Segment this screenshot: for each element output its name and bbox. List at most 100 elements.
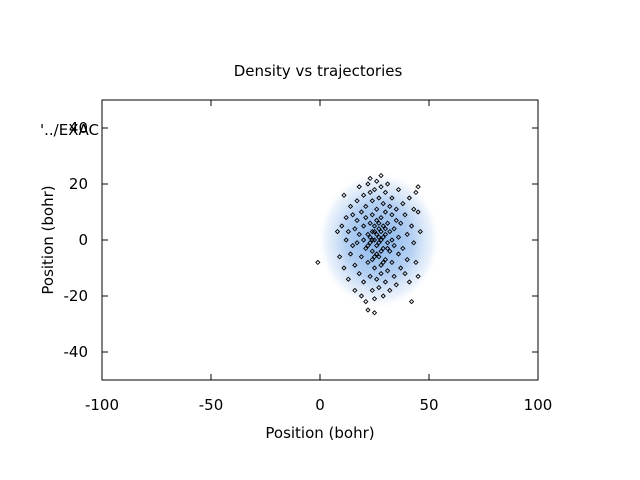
y-tick-label: 0: [78, 231, 88, 249]
data-point: [411, 240, 417, 246]
data-point: [378, 270, 384, 277]
data-point: [374, 251, 380, 257]
data-point: [360, 223, 367, 229]
data-point: [356, 184, 362, 190]
data-point: [369, 248, 375, 254]
data-point: [411, 206, 417, 212]
y-tick-label: -20: [64, 287, 89, 305]
data-point: [406, 195, 413, 201]
data-point: [382, 189, 389, 196]
data-point: [371, 228, 378, 235]
data-point: [389, 195, 395, 201]
data-point: [378, 248, 384, 254]
x-axis-ticks: -100 -50 0 50 100: [85, 100, 552, 414]
data-point: [384, 268, 391, 274]
data-point: [387, 228, 393, 235]
data-point: [413, 259, 419, 266]
data-point: [315, 259, 321, 266]
data-point: [365, 181, 371, 187]
data-point: [393, 206, 399, 212]
data-point: [376, 254, 382, 260]
data-point: [387, 248, 393, 254]
data-point: [380, 259, 386, 266]
data-point: [382, 209, 389, 215]
y-tick-label: 20: [69, 175, 88, 193]
x-tick-label: -50: [199, 396, 224, 414]
data-point: [354, 240, 360, 246]
x-tick-label: 50: [419, 396, 438, 414]
data-point: [376, 240, 382, 246]
data-point: [402, 212, 408, 218]
data-point: [367, 234, 373, 240]
data-point: [382, 279, 389, 285]
x-tick-label: 0: [315, 396, 325, 414]
data-point: [352, 226, 358, 232]
chart-title: Density vs trajectories: [234, 62, 403, 80]
data-point: [354, 217, 360, 224]
data-point: [369, 212, 375, 218]
data-point: [391, 273, 397, 280]
data-point: [398, 220, 404, 226]
data-point: [404, 231, 410, 238]
data-point: [371, 296, 378, 302]
data-point: [363, 214, 369, 221]
data-point: [393, 217, 399, 224]
data-point: [376, 234, 382, 240]
data-point: [378, 228, 384, 235]
data-point: [345, 276, 351, 282]
data-point: [360, 237, 367, 243]
data-point: [339, 223, 345, 229]
data-point: [363, 298, 369, 305]
data-point: [380, 223, 386, 229]
data-point: [365, 242, 371, 249]
x-tick-label: 100: [524, 396, 553, 414]
data-point: [404, 256, 410, 263]
data-point: [380, 245, 386, 252]
data-point: [376, 226, 382, 232]
data-point: [341, 265, 347, 271]
data-point: [350, 212, 356, 218]
data-point: [347, 203, 354, 210]
data-point: [382, 226, 389, 232]
data-point: [347, 251, 354, 257]
data-point: [374, 276, 380, 282]
data-point: [395, 234, 402, 240]
trajectory-points: [315, 172, 423, 316]
data-point: [382, 256, 389, 263]
data-point: [391, 242, 397, 249]
data-point: [384, 181, 391, 187]
data-point: [343, 237, 349, 243]
legend-label: '../EXAC: [40, 121, 99, 139]
data-point: [380, 293, 386, 299]
data-point: [389, 237, 395, 243]
data-point: [415, 273, 421, 280]
data-point: [384, 245, 391, 252]
data-point: [374, 178, 380, 184]
data-point: [398, 265, 404, 271]
data-point: [413, 189, 419, 196]
data-point: [356, 231, 362, 238]
data-point: [371, 310, 378, 316]
data-point: [387, 203, 393, 210]
data-point: [365, 231, 371, 238]
data-point: [365, 259, 371, 266]
data-point: [389, 259, 395, 266]
data-point: [406, 279, 413, 285]
data-point: [369, 198, 375, 204]
data-point: [408, 223, 415, 229]
data-point: [336, 254, 343, 260]
data-point: [363, 203, 369, 210]
data-point: [400, 200, 406, 207]
data-point: [374, 231, 380, 238]
data-point: [378, 184, 384, 190]
data-point: [378, 262, 384, 268]
data-point: [393, 282, 399, 288]
data-point: [358, 209, 365, 215]
data-point: [384, 220, 391, 226]
data-point: [417, 228, 423, 235]
data-point: [376, 284, 382, 291]
data-point: [367, 240, 373, 246]
data-point: [387, 287, 393, 294]
data-point: [352, 262, 358, 268]
